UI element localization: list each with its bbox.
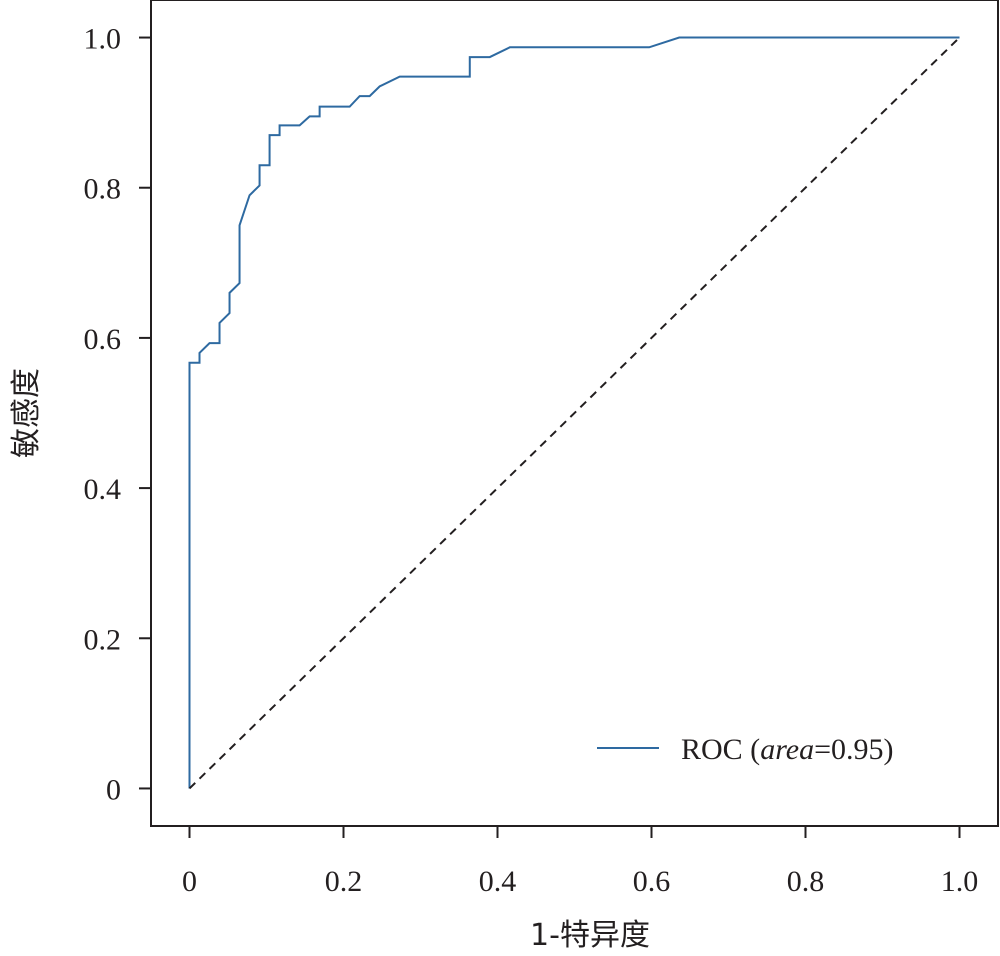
x-tick-label-2: 0.4 [479,865,517,898]
y-tick-label-1: 0.2 [84,623,122,656]
legend-label-prefix: ROC ( [681,733,760,766]
y-tick-label-4: 0.8 [84,173,122,206]
y-axis-ticks: 0 0.2 0.4 0.6 0.8 1.0 [84,23,151,806]
x-axis-ticks: 0 0.2 0.4 0.6 0.8 1.0 [182,826,978,898]
y-tick-label-3: 0.6 [84,323,122,356]
legend-label-italic: area [760,733,814,766]
y-tick-label-0: 0 [106,773,121,806]
x-tick-label-4: 0.8 [787,865,825,898]
legend-label-suffix: =0.95) [814,733,893,766]
y-tick-label-5: 1.0 [84,23,122,56]
x-axis-title: 1-特异度 [530,918,650,953]
reference-diagonal-line [188,36,961,790]
y-axis-title: 敏感度 [9,368,44,458]
roc-curve-line [188,36,960,789]
series-layer [188,36,961,790]
legend-label: ROC (area=0.95) [681,733,894,766]
x-tick-label-3: 0.6 [633,865,671,898]
x-tick-label-5: 1.0 [941,865,979,898]
x-tick-label-0: 0 [182,865,197,898]
y-tick-label-2: 0.4 [84,473,122,506]
x-tick-label-1: 0.2 [325,865,363,898]
legend: ROC (area=0.95) [597,733,894,766]
plot-frame [150,0,999,827]
